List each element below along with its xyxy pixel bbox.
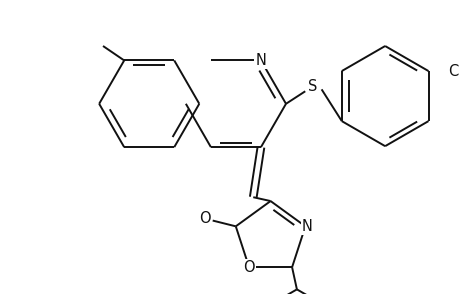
Text: S: S [308,79,317,94]
Text: O: O [199,211,210,226]
Text: N: N [301,219,312,234]
Text: Cl: Cl [447,64,459,79]
Text: O: O [243,260,254,275]
Text: N: N [255,53,266,68]
